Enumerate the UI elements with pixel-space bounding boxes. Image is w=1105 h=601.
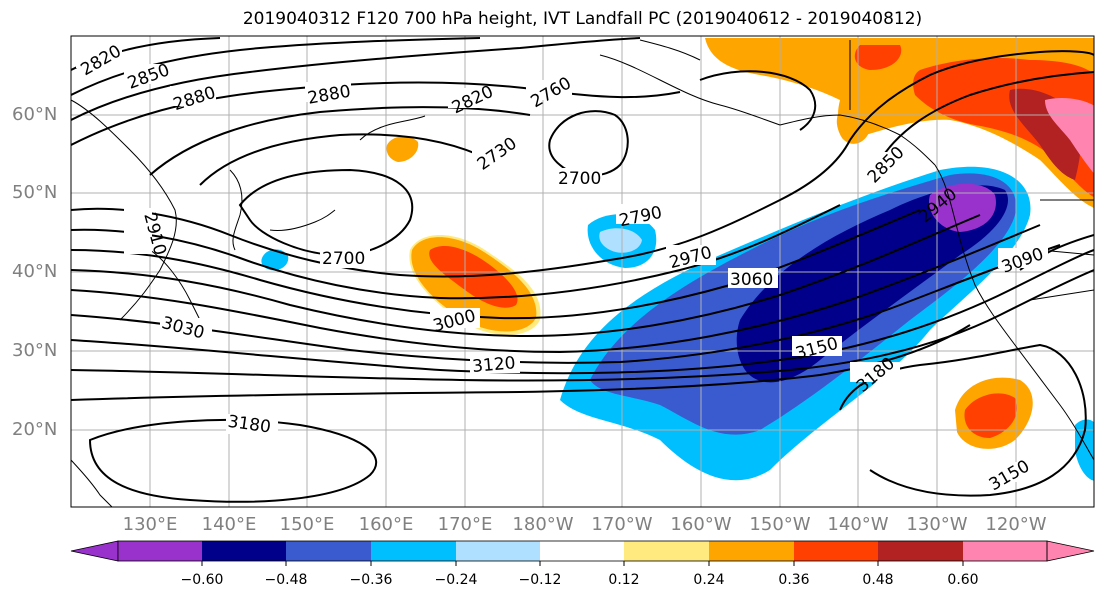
longitude-label: 160°W <box>670 514 732 535</box>
colorbar-bin <box>963 541 1047 561</box>
contour-label: 2700 <box>558 169 601 189</box>
colorbar-bin <box>709 541 794 561</box>
colorbar-tick-label: 0.24 <box>693 572 725 588</box>
contour-label: 2820 <box>449 82 497 118</box>
colorbar-extend-min <box>70 540 119 562</box>
colorbar-bin <box>202 541 286 561</box>
latitude-label: 50°N <box>12 182 58 203</box>
latitude-label: 20°N <box>12 419 58 440</box>
longitude-label: 150°E <box>279 514 335 535</box>
longitude-label: 170°E <box>437 514 493 535</box>
contour-label: 3030 <box>159 313 206 344</box>
latitude-label: 30°N <box>12 340 58 361</box>
colorbar-extend-max <box>1046 540 1095 562</box>
longitude-label: 150°W <box>749 514 811 535</box>
colorbar-tick-label: −0.48 <box>264 572 308 588</box>
map-frame <box>70 35 1095 508</box>
colorbar-tick-label: −0.60 <box>180 572 224 588</box>
colorbar-bin <box>878 541 963 561</box>
contour-label: 2730 <box>474 133 521 174</box>
colorbar-tick-label: 0.12 <box>608 572 640 588</box>
longitude-label: 120°W <box>985 514 1047 535</box>
longitude-label: 160°E <box>358 514 414 535</box>
colorbar-tick-label: 0.48 <box>862 572 894 588</box>
longitude-label: 130°W <box>906 514 968 535</box>
colorbar-tick-label: −0.12 <box>518 572 562 588</box>
colorbar-tick-label: −0.36 <box>349 572 393 588</box>
colorbar-bin <box>540 541 624 561</box>
latitude-label: 60°N <box>12 104 58 125</box>
colorbar-tick-label: −0.24 <box>434 572 478 588</box>
longitude-label: 140°W <box>827 514 889 535</box>
colorbar <box>70 540 1095 566</box>
contour-label: 3120 <box>471 353 516 377</box>
colorbar-bin <box>624 541 709 561</box>
colorbar-bin <box>371 541 456 561</box>
ivt-positive-shading <box>386 38 1094 449</box>
contour-label: 2760 <box>527 73 574 112</box>
longitude-label: 180°W <box>512 514 574 535</box>
colorbar-bin <box>794 541 878 561</box>
longitude-label: 140°E <box>201 514 257 535</box>
colorbar-tick-label: 0.36 <box>778 572 810 588</box>
colorbar-tick-label: 0.60 <box>947 572 979 588</box>
latitude-label: 40°N <box>12 261 58 282</box>
contour-label: 2700 <box>322 249 365 269</box>
colorbar-bin <box>456 541 540 561</box>
map-title: 2019040312 F120 700 hPa height, IVT Land… <box>242 9 923 29</box>
contour-labels: 2820 2850 2880 2880 2820 2760 2730 2700 … <box>76 41 1048 495</box>
colorbar-bin <box>118 541 202 561</box>
contour-label: 2820 <box>77 41 124 80</box>
longitude-label: 130°E <box>122 514 178 535</box>
colorbar-bin <box>286 541 371 561</box>
contour-label: 3060 <box>730 270 773 290</box>
longitude-label: 170°W <box>591 514 653 535</box>
